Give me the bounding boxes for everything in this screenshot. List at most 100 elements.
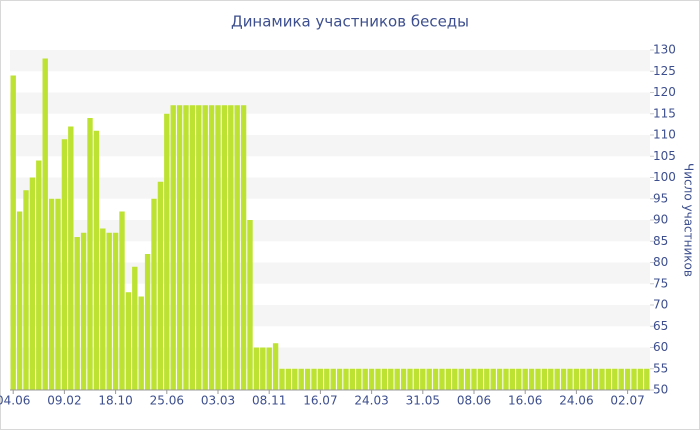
bar bbox=[68, 126, 74, 390]
bar bbox=[183, 105, 189, 390]
bar bbox=[138, 296, 144, 390]
bar bbox=[285, 368, 292, 390]
bar bbox=[144, 254, 151, 390]
bar bbox=[445, 368, 452, 390]
y-tick-label: 100 bbox=[653, 170, 676, 184]
bar bbox=[586, 368, 592, 390]
bar bbox=[279, 368, 285, 390]
bar bbox=[624, 368, 631, 390]
bar bbox=[388, 368, 394, 390]
bar bbox=[208, 105, 215, 390]
bar bbox=[439, 368, 445, 390]
bar bbox=[490, 368, 496, 390]
y-tick-label: 95 bbox=[653, 191, 668, 205]
x-tick-label: 24.03 bbox=[354, 394, 388, 408]
bar bbox=[516, 368, 522, 390]
bar bbox=[260, 347, 266, 390]
grid-band bbox=[10, 220, 650, 242]
bar bbox=[23, 190, 29, 390]
bar bbox=[464, 368, 471, 390]
bar bbox=[119, 211, 125, 390]
bar bbox=[535, 368, 541, 390]
bar bbox=[349, 368, 356, 390]
bar bbox=[93, 130, 100, 390]
bar bbox=[381, 368, 388, 390]
bar bbox=[458, 368, 464, 390]
bar bbox=[10, 75, 16, 390]
bar bbox=[644, 368, 650, 390]
bar bbox=[272, 343, 279, 390]
bar bbox=[407, 368, 413, 390]
y-tick-label: 85 bbox=[653, 234, 668, 248]
bar bbox=[176, 105, 183, 390]
bar bbox=[362, 368, 368, 390]
bar bbox=[16, 211, 23, 390]
y-tick-label: 115 bbox=[653, 106, 676, 120]
x-tick-label: 18.10 bbox=[98, 394, 132, 408]
bar bbox=[336, 368, 343, 390]
bar bbox=[80, 232, 87, 390]
bar bbox=[522, 368, 528, 390]
bar bbox=[394, 368, 400, 390]
bar bbox=[266, 347, 272, 390]
bar bbox=[36, 160, 42, 390]
bar bbox=[196, 105, 202, 390]
bar bbox=[324, 368, 330, 390]
bar bbox=[61, 139, 68, 390]
grid-band bbox=[10, 50, 650, 72]
bar bbox=[426, 368, 432, 390]
bar bbox=[567, 368, 573, 390]
x-tick-label: 25.06 bbox=[150, 394, 184, 408]
bar bbox=[432, 368, 439, 390]
x-tick-label: 31.05 bbox=[406, 394, 440, 408]
bar bbox=[55, 198, 61, 390]
x-tick-label: 09.02 bbox=[47, 394, 81, 408]
bar bbox=[637, 368, 644, 390]
bar bbox=[234, 105, 240, 390]
bar bbox=[477, 368, 484, 390]
bar bbox=[413, 368, 420, 390]
bar bbox=[228, 105, 234, 390]
x-tick-label: 03.03 bbox=[201, 394, 235, 408]
bar bbox=[452, 368, 458, 390]
bar bbox=[42, 58, 48, 390]
bar bbox=[573, 368, 580, 390]
y-tick-label: 125 bbox=[653, 64, 676, 78]
grid-band bbox=[10, 135, 650, 157]
x-tick-label: 16.07 bbox=[303, 394, 337, 408]
bar bbox=[112, 232, 119, 390]
grid-band bbox=[10, 92, 650, 114]
grid-band bbox=[10, 177, 650, 199]
bar bbox=[87, 118, 93, 390]
bar bbox=[356, 368, 362, 390]
bar bbox=[253, 347, 260, 390]
bar bbox=[612, 368, 618, 390]
bar bbox=[240, 105, 247, 390]
bar bbox=[554, 368, 560, 390]
bar bbox=[618, 368, 624, 390]
y-tick-label: 130 bbox=[653, 43, 676, 57]
bar bbox=[560, 368, 567, 390]
bar bbox=[125, 292, 132, 390]
bar bbox=[484, 368, 490, 390]
x-tick-label: 08.11 bbox=[252, 394, 286, 408]
bar bbox=[247, 220, 253, 390]
bar bbox=[548, 368, 554, 390]
bar bbox=[298, 368, 304, 390]
grid-band bbox=[10, 305, 650, 327]
bar bbox=[132, 266, 138, 390]
bar bbox=[599, 368, 605, 390]
y-tick-label: 60 bbox=[653, 340, 668, 354]
y-tick-label: 50 bbox=[653, 383, 668, 397]
bar bbox=[29, 177, 36, 390]
bar bbox=[215, 105, 221, 390]
x-tick-label: 08.06 bbox=[457, 394, 491, 408]
y-tick-label: 70 bbox=[653, 298, 668, 312]
bar bbox=[292, 368, 298, 390]
bar bbox=[311, 368, 317, 390]
bar bbox=[106, 232, 112, 390]
y-tick-label: 110 bbox=[653, 128, 676, 142]
y-axis-label: Число участников bbox=[682, 163, 696, 277]
bar bbox=[304, 368, 311, 390]
